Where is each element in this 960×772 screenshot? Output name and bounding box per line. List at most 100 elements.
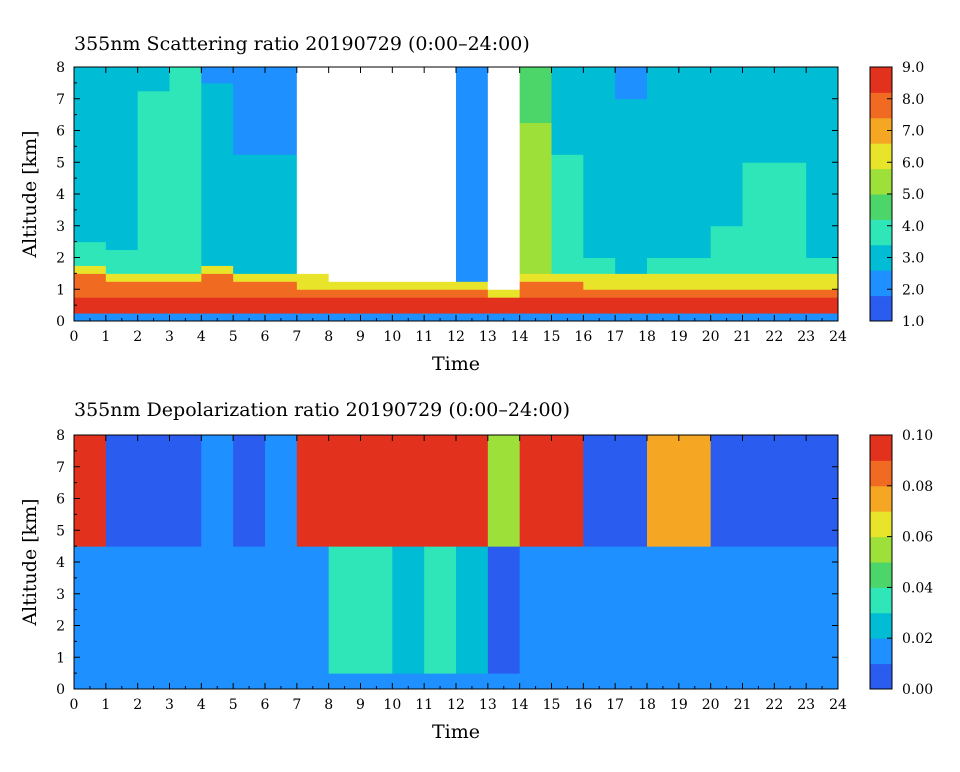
heatmap-cell — [456, 538, 489, 547]
heatmap-cell — [519, 249, 552, 258]
heatmap-cell — [678, 554, 712, 563]
heatmap-cell — [456, 281, 489, 290]
heatmap-cell — [105, 577, 139, 587]
heatmap-cell — [583, 538, 616, 547]
heatmap-cell — [519, 67, 552, 76]
heatmap-cell — [456, 194, 489, 203]
heatmap-cell — [424, 554, 457, 563]
heatmap-cell — [296, 665, 330, 674]
heatmap-cell — [519, 546, 552, 555]
heatmap-cell — [583, 146, 616, 155]
heatmap-cell — [392, 450, 425, 460]
heatmap-cell — [615, 633, 648, 642]
heatmap-cell — [137, 82, 170, 92]
heatmap-cell — [360, 122, 393, 131]
heatmap-cell — [105, 186, 139, 195]
heatmap-cell — [615, 665, 648, 674]
heatmap-cell — [456, 593, 489, 603]
heatmap-cell — [105, 466, 139, 476]
heatmap-cell — [233, 498, 266, 507]
heatmap-cell — [201, 297, 234, 306]
heatmap-cell — [392, 681, 425, 690]
heatmap-cell — [233, 281, 266, 290]
heatmap-cell — [74, 601, 107, 611]
x-tick-label: 5 — [229, 329, 238, 345]
heatmap-cell — [583, 442, 616, 452]
heatmap-cell — [105, 257, 139, 266]
heatmap-cell — [424, 498, 457, 507]
heatmap-cell — [551, 617, 584, 626]
heatmap-cell — [74, 546, 107, 555]
heatmap-cell — [424, 577, 457, 587]
heatmap-cell — [201, 593, 234, 603]
heatmap-cell — [169, 681, 202, 690]
heatmap-cell — [105, 665, 139, 674]
heatmap-cell — [424, 601, 457, 611]
heatmap-cell — [774, 442, 807, 452]
heatmap-cell — [74, 657, 107, 666]
heatmap-cell — [265, 122, 298, 131]
heatmap-cell — [169, 249, 202, 258]
y-tick-label: 6 — [56, 492, 65, 508]
y-tick-label: 1 — [56, 650, 65, 666]
heatmap-cell — [74, 442, 107, 452]
heatmap-cell — [710, 154, 743, 163]
heatmap-cell — [487, 178, 521, 187]
heatmap-cell — [519, 281, 552, 290]
heatmap-cell — [74, 289, 107, 298]
heatmap-cell — [201, 450, 234, 460]
heatmap-cell — [774, 601, 807, 611]
heatmap-cell — [296, 562, 330, 571]
heatmap-cell — [233, 170, 266, 179]
heatmap-cell — [424, 641, 457, 650]
heatmap-cell — [487, 522, 521, 531]
heatmap-cell — [678, 265, 712, 274]
heatmap-cell — [774, 546, 807, 555]
heatmap-cell — [328, 138, 361, 147]
heatmap-cell — [328, 506, 361, 515]
colorbar-band — [870, 663, 892, 690]
x-tick-label: 19 — [670, 697, 688, 713]
heatmap-cell — [615, 313, 648, 322]
heatmap-cell — [647, 130, 680, 139]
heatmap-cell — [615, 617, 648, 626]
heatmap-cell — [105, 138, 139, 147]
heatmap-cell — [201, 170, 234, 179]
heatmap-cell — [74, 641, 107, 650]
y-tick-label: 8 — [56, 428, 65, 444]
heatmap-cell — [201, 289, 234, 298]
heatmap-cell — [742, 74, 775, 84]
heatmap-cell — [678, 482, 712, 492]
heatmap-cell — [806, 641, 839, 650]
heatmap-cell — [233, 67, 266, 76]
heatmap-cell — [710, 562, 743, 571]
heatmap-cell — [710, 209, 743, 219]
colorbar-band — [870, 460, 892, 487]
heatmap-cell — [551, 146, 584, 155]
heatmap-cell — [424, 194, 457, 203]
heatmap-cell — [169, 67, 202, 76]
heatmap-cell — [487, 98, 521, 108]
heatmap-cell — [678, 665, 712, 674]
heatmap-cell — [105, 130, 139, 139]
heatmap-cell — [647, 435, 680, 444]
heatmap-cell — [74, 313, 107, 322]
heatmap-cell — [360, 569, 393, 579]
heatmap-cell — [710, 233, 743, 243]
heatmap-cell — [487, 450, 521, 460]
heatmap-cell — [392, 625, 425, 634]
heatmap-cell — [360, 170, 393, 179]
heatmap-cell — [487, 146, 521, 155]
heatmap-cell — [583, 289, 616, 298]
heatmap-cell — [519, 74, 552, 84]
heatmap-cell — [296, 490, 330, 499]
heatmap-cell — [328, 490, 361, 499]
heatmap-cell — [742, 514, 775, 523]
heatmap-cell — [201, 146, 234, 155]
heatmap-cell — [424, 265, 457, 274]
heatmap-cell — [265, 162, 298, 171]
heatmap-cell — [456, 546, 489, 555]
colorbar-band — [870, 295, 892, 322]
heatmap-cell — [551, 265, 584, 274]
heatmap-cell — [233, 154, 266, 163]
